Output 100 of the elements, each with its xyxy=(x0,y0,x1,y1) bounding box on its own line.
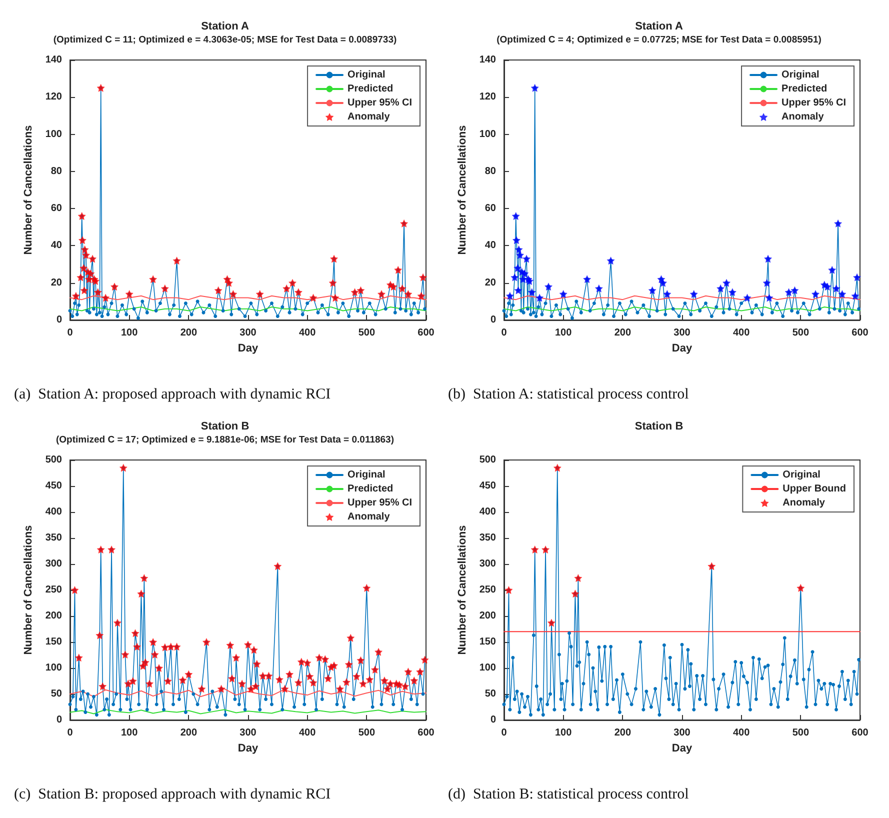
y-tick-label: 500 xyxy=(479,454,496,466)
y-tick-label: 150 xyxy=(45,636,62,648)
x-tick-label: 500 xyxy=(358,728,376,738)
x-tick-label: 200 xyxy=(614,728,632,738)
chart-subtitle: (Optimized C = 11; Optimized e = 4.3063e-05; MSE for Test Data = 0.0089733) xyxy=(53,34,397,46)
x-axis-title: Day xyxy=(238,342,259,354)
y-tick-label: 300 xyxy=(45,558,62,570)
y-tick-label: 0 xyxy=(56,314,62,326)
legend-label: Anomaly xyxy=(348,512,390,522)
chart-title: Station A xyxy=(635,20,683,32)
x-tick-label: 600 xyxy=(418,328,435,338)
x-tick-label: 500 xyxy=(358,328,376,338)
y-axis-title: Number of Cancellations xyxy=(456,125,468,255)
y-tick-label: 120 xyxy=(479,92,496,103)
x-tick-label: 0 xyxy=(501,328,508,338)
y-tick-label: 0 xyxy=(490,714,496,726)
chart-title: Station B xyxy=(634,420,684,432)
y-tick-label: 140 xyxy=(479,54,496,66)
chart-title: Station B xyxy=(200,420,250,432)
y-tick-label: 350 xyxy=(45,532,62,544)
y-tick-label: 200 xyxy=(479,610,496,622)
y-tick-label: 200 xyxy=(45,610,62,622)
legend-label: Upper 95% CI xyxy=(348,98,412,108)
y-tick-label: 40 xyxy=(50,240,62,252)
legend-label: Original xyxy=(348,470,386,480)
x-axis-title: Day xyxy=(672,342,693,354)
y-tick-label: 400 xyxy=(479,506,496,518)
y-tick-label: 50 xyxy=(50,688,62,700)
legend-label: Predicted xyxy=(348,484,394,494)
text: (b) Station A: statistical process control xyxy=(448,386,689,402)
y-tick-label: 120 xyxy=(45,92,62,103)
y-tick-label: 150 xyxy=(479,636,496,648)
chart-subtitle: (Optimized C = 4; Optimized e = 0.07725; MSE for Test Data = 0.0085951) xyxy=(496,34,822,46)
y-tick-label: 500 xyxy=(45,454,62,466)
y-axis-title: Number of Cancellations xyxy=(22,125,34,255)
x-tick-label: 600 xyxy=(852,728,869,738)
legend-label: Anomaly xyxy=(348,112,390,122)
x-tick-label: 500 xyxy=(792,328,810,338)
legend-label: Original xyxy=(782,470,821,480)
x-tick-label: 0 xyxy=(67,328,74,338)
y-tick-label: 450 xyxy=(479,480,496,492)
x-tick-label: 400 xyxy=(298,728,316,738)
chart-title: Station A xyxy=(201,20,249,32)
x-tick-label: 0 xyxy=(67,728,74,738)
y-tick-label: 350 xyxy=(479,532,496,544)
legend-label: Anomaly xyxy=(782,498,826,508)
x-tick-label: 500 xyxy=(792,728,810,738)
x-tick-label: 400 xyxy=(732,728,750,738)
y-tick-label: 450 xyxy=(45,480,62,492)
y-tick-label: 80 xyxy=(50,166,62,177)
x-tick-label: 400 xyxy=(298,328,316,338)
x-tick-label: 200 xyxy=(180,328,198,338)
y-axis-title: Number of Cancellations xyxy=(456,525,468,655)
text: (d) Station B: statistical process control xyxy=(448,786,689,802)
legend-label: Anomaly xyxy=(782,112,824,122)
legend-label: Original xyxy=(782,70,820,80)
chart-subtitle: (Optimized C = 17; Optimized e = 9.1881e-06; MSE for Test Data = 0.011863) xyxy=(56,434,394,446)
y-axis-title: Number of Cancellations xyxy=(22,525,34,655)
text: (a) Station A: proposed approach with dynamic RCI xyxy=(14,386,331,402)
y-tick-label: 80 xyxy=(484,166,496,177)
text: (c) Station B: proposed approach with dynamic RCI xyxy=(14,786,331,802)
x-tick-label: 300 xyxy=(240,728,257,738)
y-tick-label: 20 xyxy=(50,277,62,288)
x-tick-label: 300 xyxy=(674,728,691,738)
y-tick-label: 250 xyxy=(479,584,496,596)
y-tick-label: 20 xyxy=(484,277,496,288)
y-tick-label: 0 xyxy=(56,714,62,726)
x-tick-label: 300 xyxy=(674,328,691,338)
y-tick-label: 100 xyxy=(45,662,62,674)
x-tick-label: 600 xyxy=(418,728,435,738)
legend-label: Upper Bound xyxy=(782,484,846,494)
y-tick-label: 100 xyxy=(45,128,62,140)
x-axis-title: Day xyxy=(238,742,259,754)
x-tick-label: 200 xyxy=(614,328,632,338)
x-tick-label: 400 xyxy=(732,328,750,338)
x-tick-label: 0 xyxy=(501,728,508,738)
y-tick-label: 100 xyxy=(479,128,496,140)
legend-label: Predicted xyxy=(348,84,394,94)
legend-label: Upper 95% CI xyxy=(782,98,846,108)
y-tick-label: 60 xyxy=(484,203,496,214)
y-tick-label: 40 xyxy=(484,240,496,252)
y-tick-label: 100 xyxy=(479,662,496,674)
x-tick-label: 100 xyxy=(554,728,572,738)
x-tick-label: 100 xyxy=(120,728,138,738)
x-tick-label: 300 xyxy=(240,328,257,338)
y-tick-label: 50 xyxy=(484,688,496,700)
legend-label: Predicted xyxy=(782,84,828,94)
y-tick-label: 140 xyxy=(45,54,62,66)
y-tick-label: 250 xyxy=(45,584,62,596)
x-tick-label: 200 xyxy=(180,728,198,738)
y-tick-label: 300 xyxy=(479,558,496,570)
x-tick-label: 600 xyxy=(852,328,869,338)
y-tick-label: 400 xyxy=(45,506,62,518)
x-axis-title: Day xyxy=(672,742,693,754)
legend-label: Original xyxy=(348,70,386,80)
y-tick-label: 0 xyxy=(490,314,496,326)
legend-label: Upper 95% CI xyxy=(348,498,412,508)
x-tick-label: 100 xyxy=(554,328,572,338)
y-tick-label: 60 xyxy=(50,203,62,214)
x-tick-label: 100 xyxy=(120,328,138,338)
